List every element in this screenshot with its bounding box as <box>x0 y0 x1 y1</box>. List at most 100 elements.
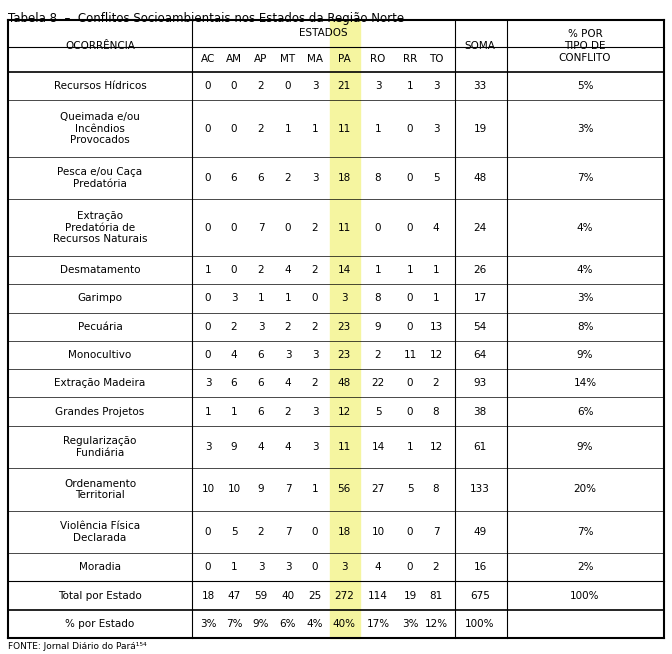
Text: 3: 3 <box>257 322 264 332</box>
Text: 20%: 20% <box>573 485 597 494</box>
Text: 1: 1 <box>375 124 381 133</box>
Text: RR: RR <box>403 54 417 65</box>
Text: 0: 0 <box>230 81 237 91</box>
Text: 6: 6 <box>257 173 264 183</box>
Text: 4%: 4% <box>577 265 593 275</box>
Text: 5: 5 <box>433 173 439 183</box>
Text: 0: 0 <box>407 407 413 417</box>
Text: 0: 0 <box>312 294 319 303</box>
Text: 1: 1 <box>407 442 413 452</box>
Text: 2: 2 <box>257 265 264 275</box>
Text: 0: 0 <box>205 294 211 303</box>
Text: 18: 18 <box>202 591 214 600</box>
Text: 23: 23 <box>337 322 351 332</box>
Text: Desmatamento: Desmatamento <box>60 265 140 275</box>
Text: 3: 3 <box>433 81 439 91</box>
Text: 3: 3 <box>312 442 319 452</box>
Text: 61: 61 <box>473 442 487 452</box>
Text: 3: 3 <box>375 81 381 91</box>
Text: 0: 0 <box>407 562 413 572</box>
Text: 2: 2 <box>257 527 264 537</box>
Text: 10: 10 <box>202 485 214 494</box>
Text: 0: 0 <box>230 124 237 133</box>
Text: 1: 1 <box>285 124 292 133</box>
Text: 17%: 17% <box>366 619 390 629</box>
Text: 5: 5 <box>230 527 237 537</box>
Text: 1: 1 <box>312 124 319 133</box>
Text: 1: 1 <box>285 294 292 303</box>
Text: RO: RO <box>370 54 386 65</box>
Text: 8: 8 <box>433 485 439 494</box>
Text: 0: 0 <box>407 124 413 133</box>
Text: SOMA: SOMA <box>464 41 495 51</box>
Text: Regularização
Fundiária: Regularização Fundiária <box>63 436 136 458</box>
Text: 11: 11 <box>337 222 351 233</box>
Text: 4: 4 <box>375 562 381 572</box>
Text: 24: 24 <box>473 222 487 233</box>
Text: OCORRÊNCIA: OCORRÊNCIA <box>65 41 135 51</box>
Text: 16: 16 <box>473 562 487 572</box>
Text: 0: 0 <box>407 527 413 537</box>
Text: 0: 0 <box>205 350 211 360</box>
Text: 7: 7 <box>433 527 439 537</box>
Text: 1: 1 <box>375 265 381 275</box>
Text: 9%: 9% <box>577 350 593 360</box>
Text: 49: 49 <box>473 527 487 537</box>
Text: 3%: 3% <box>200 619 216 629</box>
Text: 1: 1 <box>230 562 237 572</box>
Text: 2: 2 <box>285 322 292 332</box>
Text: 3: 3 <box>285 350 292 360</box>
Text: 93: 93 <box>473 378 487 388</box>
Text: 10: 10 <box>372 527 384 537</box>
Text: 1: 1 <box>433 265 439 275</box>
Text: Moradia: Moradia <box>79 562 121 572</box>
Text: 5%: 5% <box>577 81 593 91</box>
Text: 0: 0 <box>312 562 319 572</box>
Text: 64: 64 <box>473 350 487 360</box>
Text: 3%: 3% <box>577 294 593 303</box>
Text: 6: 6 <box>257 407 264 417</box>
Text: 6: 6 <box>257 378 264 388</box>
Text: AC: AC <box>201 54 215 65</box>
Text: 9%: 9% <box>577 442 593 452</box>
Text: Garimpo: Garimpo <box>77 294 122 303</box>
Text: 0: 0 <box>312 527 319 537</box>
Text: 26: 26 <box>473 265 487 275</box>
Text: 272: 272 <box>334 591 354 600</box>
Text: 0: 0 <box>285 222 291 233</box>
Text: 1: 1 <box>433 294 439 303</box>
Text: 38: 38 <box>473 407 487 417</box>
Text: 0: 0 <box>205 222 211 233</box>
Text: AP: AP <box>254 54 267 65</box>
Text: 12: 12 <box>337 407 351 417</box>
Text: 0: 0 <box>230 222 237 233</box>
Text: Violência Física
Declarada: Violência Física Declarada <box>60 521 140 543</box>
Text: % por Estado: % por Estado <box>65 619 134 629</box>
Text: MT: MT <box>280 54 296 65</box>
Text: 0: 0 <box>205 81 211 91</box>
Text: 56: 56 <box>337 485 351 494</box>
Text: 2: 2 <box>312 222 319 233</box>
Text: Grandes Projetos: Grandes Projetos <box>55 407 144 417</box>
Text: 5: 5 <box>375 407 381 417</box>
Text: 40%: 40% <box>333 619 355 629</box>
Text: 2: 2 <box>433 378 439 388</box>
Text: 0: 0 <box>407 378 413 388</box>
Text: 3: 3 <box>205 378 211 388</box>
Text: 0: 0 <box>407 222 413 233</box>
Text: 3: 3 <box>312 173 319 183</box>
Text: 3: 3 <box>341 562 347 572</box>
Text: 3: 3 <box>205 442 211 452</box>
Text: 2: 2 <box>312 378 319 388</box>
Text: 3: 3 <box>341 294 347 303</box>
Text: 3: 3 <box>312 407 319 417</box>
Text: 22: 22 <box>372 378 384 388</box>
Text: 18: 18 <box>337 173 351 183</box>
Text: 9%: 9% <box>253 619 269 629</box>
Text: 2: 2 <box>285 407 292 417</box>
Text: 3: 3 <box>433 124 439 133</box>
Text: 59: 59 <box>255 591 267 600</box>
Text: 2: 2 <box>312 265 319 275</box>
Text: 0: 0 <box>205 173 211 183</box>
Text: 19: 19 <box>403 591 417 600</box>
